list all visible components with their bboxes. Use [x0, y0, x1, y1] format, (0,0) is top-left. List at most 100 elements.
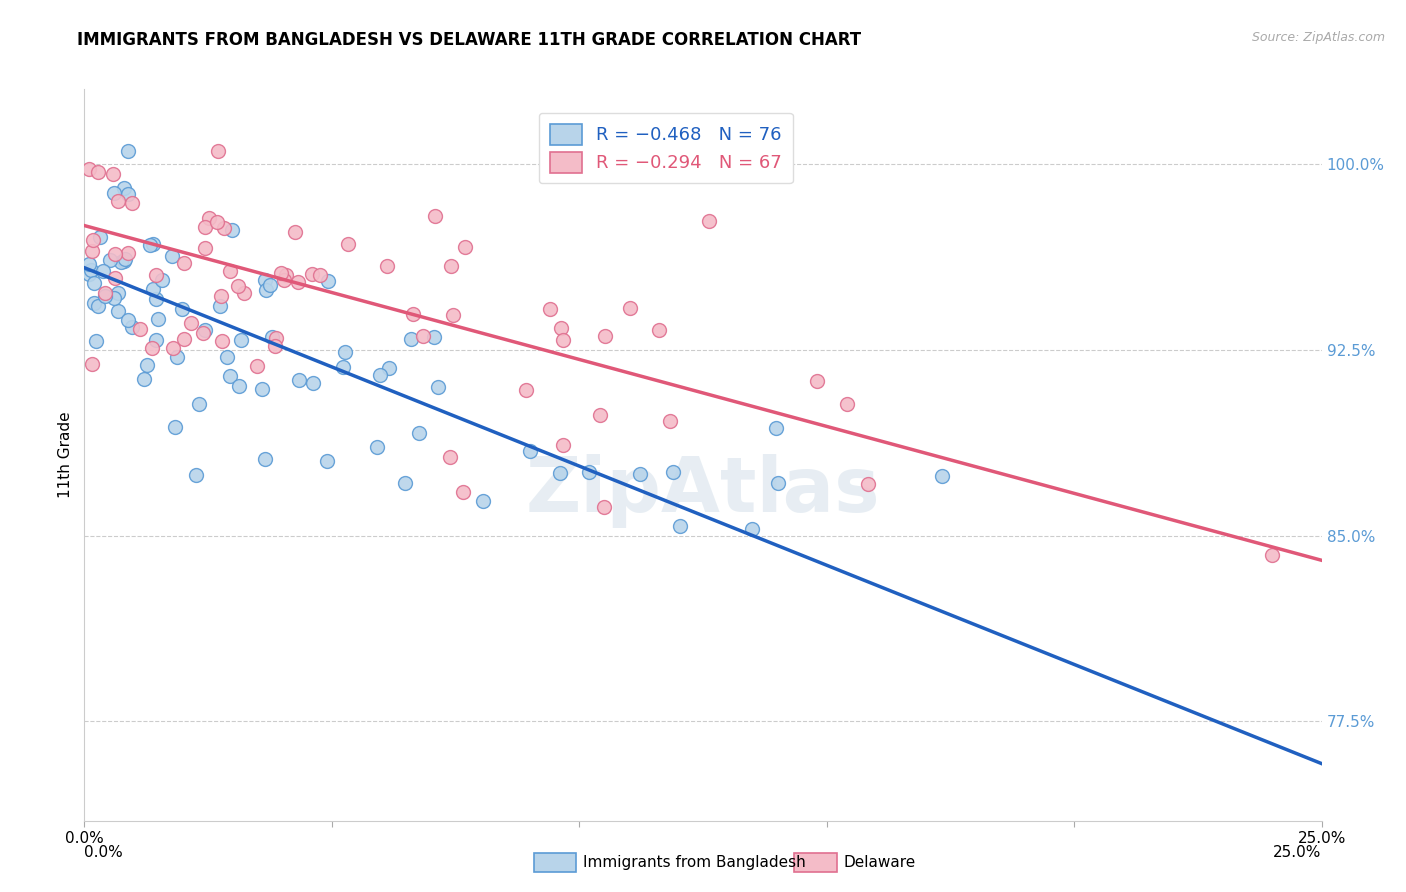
Y-axis label: 11th Grade: 11th Grade [58, 411, 73, 499]
Point [551, 333, 574, 347]
Text: ZipAtlas: ZipAtlas [526, 455, 880, 528]
Point [79, 267, 101, 281]
Point [117, 313, 139, 327]
Point [145, 268, 167, 282]
Point [422, 330, 444, 344]
Point [250, 382, 273, 396]
Point [401, 307, 423, 321]
Point [658, 414, 681, 428]
Point [188, 397, 211, 411]
Point [205, 215, 228, 229]
Text: Immigrants from Bangladesh: Immigrants from Bangladesh [583, 855, 806, 870]
Point [332, 360, 354, 375]
Point [86, 299, 108, 313]
Point [141, 237, 163, 252]
Point [301, 376, 323, 391]
Text: Delaware: Delaware [844, 855, 915, 870]
Point [83, 295, 105, 310]
Point [163, 420, 186, 434]
Point [132, 372, 155, 386]
Point [138, 238, 160, 252]
Point [87, 165, 110, 179]
Point [593, 500, 616, 514]
Point [284, 225, 307, 239]
Point [412, 328, 434, 343]
Point [194, 241, 217, 255]
Point [368, 368, 391, 383]
Point [309, 268, 332, 283]
Point [246, 359, 269, 374]
Point [408, 425, 430, 440]
Point [194, 323, 217, 337]
Point [254, 273, 277, 287]
Point [931, 468, 953, 483]
Point [401, 332, 423, 346]
Point [440, 259, 463, 273]
Point [103, 186, 125, 200]
Point [333, 344, 356, 359]
Point [162, 341, 184, 355]
Point [104, 270, 127, 285]
Point [229, 334, 252, 348]
Point [101, 167, 124, 181]
Point [366, 440, 388, 454]
Point [103, 291, 125, 305]
Point [316, 274, 339, 288]
Point [288, 373, 311, 387]
Point [79, 256, 101, 270]
Point [145, 333, 167, 347]
Point [260, 330, 283, 344]
Point [194, 219, 217, 234]
Point [79, 161, 101, 176]
Point [270, 266, 292, 280]
Point [441, 308, 464, 322]
Point [856, 476, 879, 491]
Point [301, 267, 323, 281]
Legend: R = −0.468   N = 76, R = −0.294   N = 67: R = −0.468 N = 76, R = −0.294 N = 67 [538, 113, 793, 184]
Point [121, 319, 143, 334]
Point [84, 334, 107, 348]
Point [91, 264, 114, 278]
Point [160, 249, 183, 263]
Point [451, 484, 474, 499]
Point [394, 476, 416, 491]
Point [107, 304, 129, 318]
Point [80, 244, 103, 258]
Text: 25.0%: 25.0% [1274, 845, 1322, 860]
Point [218, 368, 240, 383]
Text: 0.0%: 0.0% [84, 845, 124, 860]
Point [186, 467, 208, 482]
Point [107, 194, 129, 209]
Point [648, 322, 671, 336]
Point [254, 283, 277, 297]
Point [337, 237, 360, 252]
Point [519, 444, 541, 458]
Point [439, 450, 461, 464]
Point [217, 350, 239, 364]
Point [150, 273, 173, 287]
Point [669, 518, 692, 533]
Point [198, 211, 221, 226]
Point [117, 144, 139, 158]
Point [80, 263, 103, 277]
Point [142, 282, 165, 296]
Point [93, 289, 115, 303]
Point [117, 246, 139, 260]
Point [515, 383, 537, 397]
Point [377, 259, 399, 273]
Point [136, 359, 159, 373]
Point [110, 255, 132, 269]
Point [287, 275, 309, 289]
Point [221, 223, 243, 237]
Point [107, 285, 129, 300]
Point [89, 230, 111, 244]
Point [114, 181, 136, 195]
Point [273, 273, 295, 287]
Point [82, 233, 104, 247]
Point [471, 494, 494, 508]
Point [166, 350, 188, 364]
Point [548, 466, 571, 480]
Point [121, 196, 143, 211]
Point [253, 452, 276, 467]
Point [662, 465, 685, 479]
